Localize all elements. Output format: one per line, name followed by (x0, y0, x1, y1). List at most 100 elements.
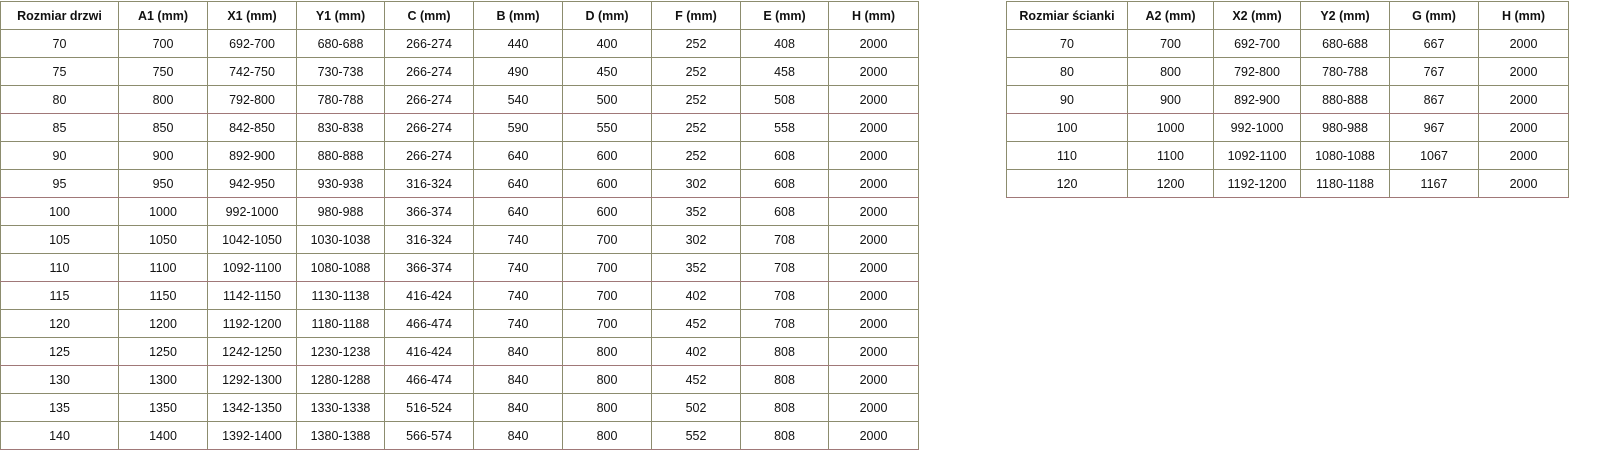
table-cell: 466-474 (384, 309, 474, 338)
table-cell: 700 (1127, 29, 1214, 58)
table-cell: 550 (562, 113, 652, 142)
table-cell: 900 (1127, 85, 1214, 114)
table-cell: 800 (562, 365, 652, 394)
table-row: 115 1150 1142-1150 1130-1138 416-424 740 700 40… (0, 281, 919, 310)
table-cell: 640 (473, 197, 563, 226)
table-cell: 1150 (118, 281, 208, 310)
table-cell: 80 (1006, 57, 1128, 86)
table-cell: 1200 (1127, 169, 1214, 198)
table-cell: 842-850 (207, 113, 297, 142)
table-cell: 2000 (1478, 113, 1569, 142)
table-cell: 840 (473, 365, 563, 394)
table-cell: 792-800 (1213, 57, 1301, 86)
table-cell: 80 (0, 85, 119, 114)
table-cell: 1342-1350 (207, 393, 297, 422)
column-header: F (mm) (651, 1, 741, 30)
table-cell: 1080-1088 (296, 253, 385, 282)
table-cell: 980-988 (1300, 113, 1390, 142)
table-cell: 2000 (828, 365, 919, 394)
table-cell: 115 (0, 281, 119, 310)
table-row: 100 1000 992-1000 980-988 366-374 640 600 352 60… (0, 197, 919, 226)
table-cell: 90 (0, 141, 119, 170)
table-cell: 440 (473, 29, 563, 58)
table-cell: 700 (118, 29, 208, 58)
table-row: 80 800 792-800 780-788 767 2000 (1006, 57, 1569, 86)
table-cell: 708 (740, 309, 829, 338)
table-cell: 450 (562, 57, 652, 86)
table-row: 95 950 942-950 930-938 316-324 640 600 302 608 20… (0, 169, 919, 198)
table-cell: 1280-1288 (296, 365, 385, 394)
table-cell: 800 (562, 421, 652, 450)
table-cell: 680-688 (1300, 29, 1390, 58)
table-cell: 600 (562, 169, 652, 198)
table-row: 100 1000 992-1000 980-988 967 2000 (1006, 113, 1569, 142)
table-cell: 552 (651, 421, 741, 450)
table-cell: 110 (1006, 141, 1128, 170)
table-cell: 700 (562, 253, 652, 282)
table-cell: 452 (651, 309, 741, 338)
table-cell: 800 (562, 337, 652, 366)
column-header: Y1 (mm) (296, 1, 385, 30)
table-cell: 900 (118, 141, 208, 170)
table-cell: 992-1000 (207, 197, 297, 226)
table-cell: 500 (562, 85, 652, 114)
table-row: 135 1350 1342-1350 1330-1338 516-524 840 800 50… (0, 393, 919, 422)
table-cell: 266-274 (384, 85, 474, 114)
table-cell: 490 (473, 57, 563, 86)
column-header: X1 (mm) (207, 1, 297, 30)
table-cell: 867 (1389, 85, 1479, 114)
table-cell: 316-324 (384, 225, 474, 254)
table-row: 75 750 742-750 730-738 266-274 490 450 252 458 20… (0, 57, 919, 86)
table-cell: 608 (740, 141, 829, 170)
table-cell: 2000 (1478, 85, 1569, 114)
table-cell: 692-700 (1213, 29, 1301, 58)
table-cell: 1167 (1389, 169, 1479, 198)
table-cell: 792-800 (207, 85, 297, 114)
table-cell: 1180-1188 (296, 309, 385, 338)
table-row: 70 700 692-700 680-688 266-274 440 400 252 408 20… (0, 29, 919, 58)
table-cell: 352 (651, 197, 741, 226)
table-cell: 1067 (1389, 141, 1479, 170)
table-cell: 700 (562, 281, 652, 310)
table-cell: 1300 (118, 365, 208, 394)
table-cell: 516-524 (384, 393, 474, 422)
table-cell: 800 (1127, 57, 1214, 86)
header-row: Rozmiar drzwi A1 (mm) X1 (mm) Y1 (mm) C (mm)… (0, 1, 919, 30)
table-cell: 120 (0, 309, 119, 338)
table-cell: 742-750 (207, 57, 297, 86)
table-cell: 402 (651, 281, 741, 310)
table-cell: 452 (651, 365, 741, 394)
table-row: 125 1250 1242-1250 1230-1238 416-424 840 800 40… (0, 337, 919, 366)
table-cell: 2000 (1478, 169, 1569, 198)
table-cell: 1242-1250 (207, 337, 297, 366)
table-cell: 302 (651, 169, 741, 198)
table-cell: 840 (473, 421, 563, 450)
table-row: 90 900 892-900 880-888 266-274 640 600 252 608 20… (0, 141, 919, 170)
table-cell: 2000 (828, 57, 919, 86)
table-cell: 700 (562, 309, 652, 338)
table-cell: 740 (473, 309, 563, 338)
table-cell: 980-988 (296, 197, 385, 226)
table-row: 110 1100 1092-1100 1080-1088 366-374 740 700 35… (0, 253, 919, 282)
table-cell: 740 (473, 225, 563, 254)
table-cell: 400 (562, 29, 652, 58)
table-cell: 2000 (828, 421, 919, 450)
table-cell: 808 (740, 421, 829, 450)
table-cell: 880-888 (1300, 85, 1390, 114)
wall-sizes-table: Rozmiar ścianki A2 (mm) X2 (mm) Y2 (mm) G (m… (1006, 1, 1569, 198)
table-cell: 85 (0, 113, 119, 142)
table-cell: 1200 (118, 309, 208, 338)
table-cell: 1030-1038 (296, 225, 385, 254)
table-cell: 1192-1200 (207, 309, 297, 338)
table-row: 80 800 792-800 780-788 266-274 540 500 252 508 20… (0, 85, 919, 114)
table-cell: 1000 (1127, 113, 1214, 142)
column-header: C (mm) (384, 1, 474, 30)
table-cell: 252 (651, 29, 741, 58)
table-cell: 252 (651, 113, 741, 142)
table-cell: 700 (562, 225, 652, 254)
table-cell: 992-1000 (1213, 113, 1301, 142)
table-cell: 90 (1006, 85, 1128, 114)
table-cell: 967 (1389, 113, 1479, 142)
table-cell: 366-374 (384, 253, 474, 282)
column-header: A1 (mm) (118, 1, 208, 30)
